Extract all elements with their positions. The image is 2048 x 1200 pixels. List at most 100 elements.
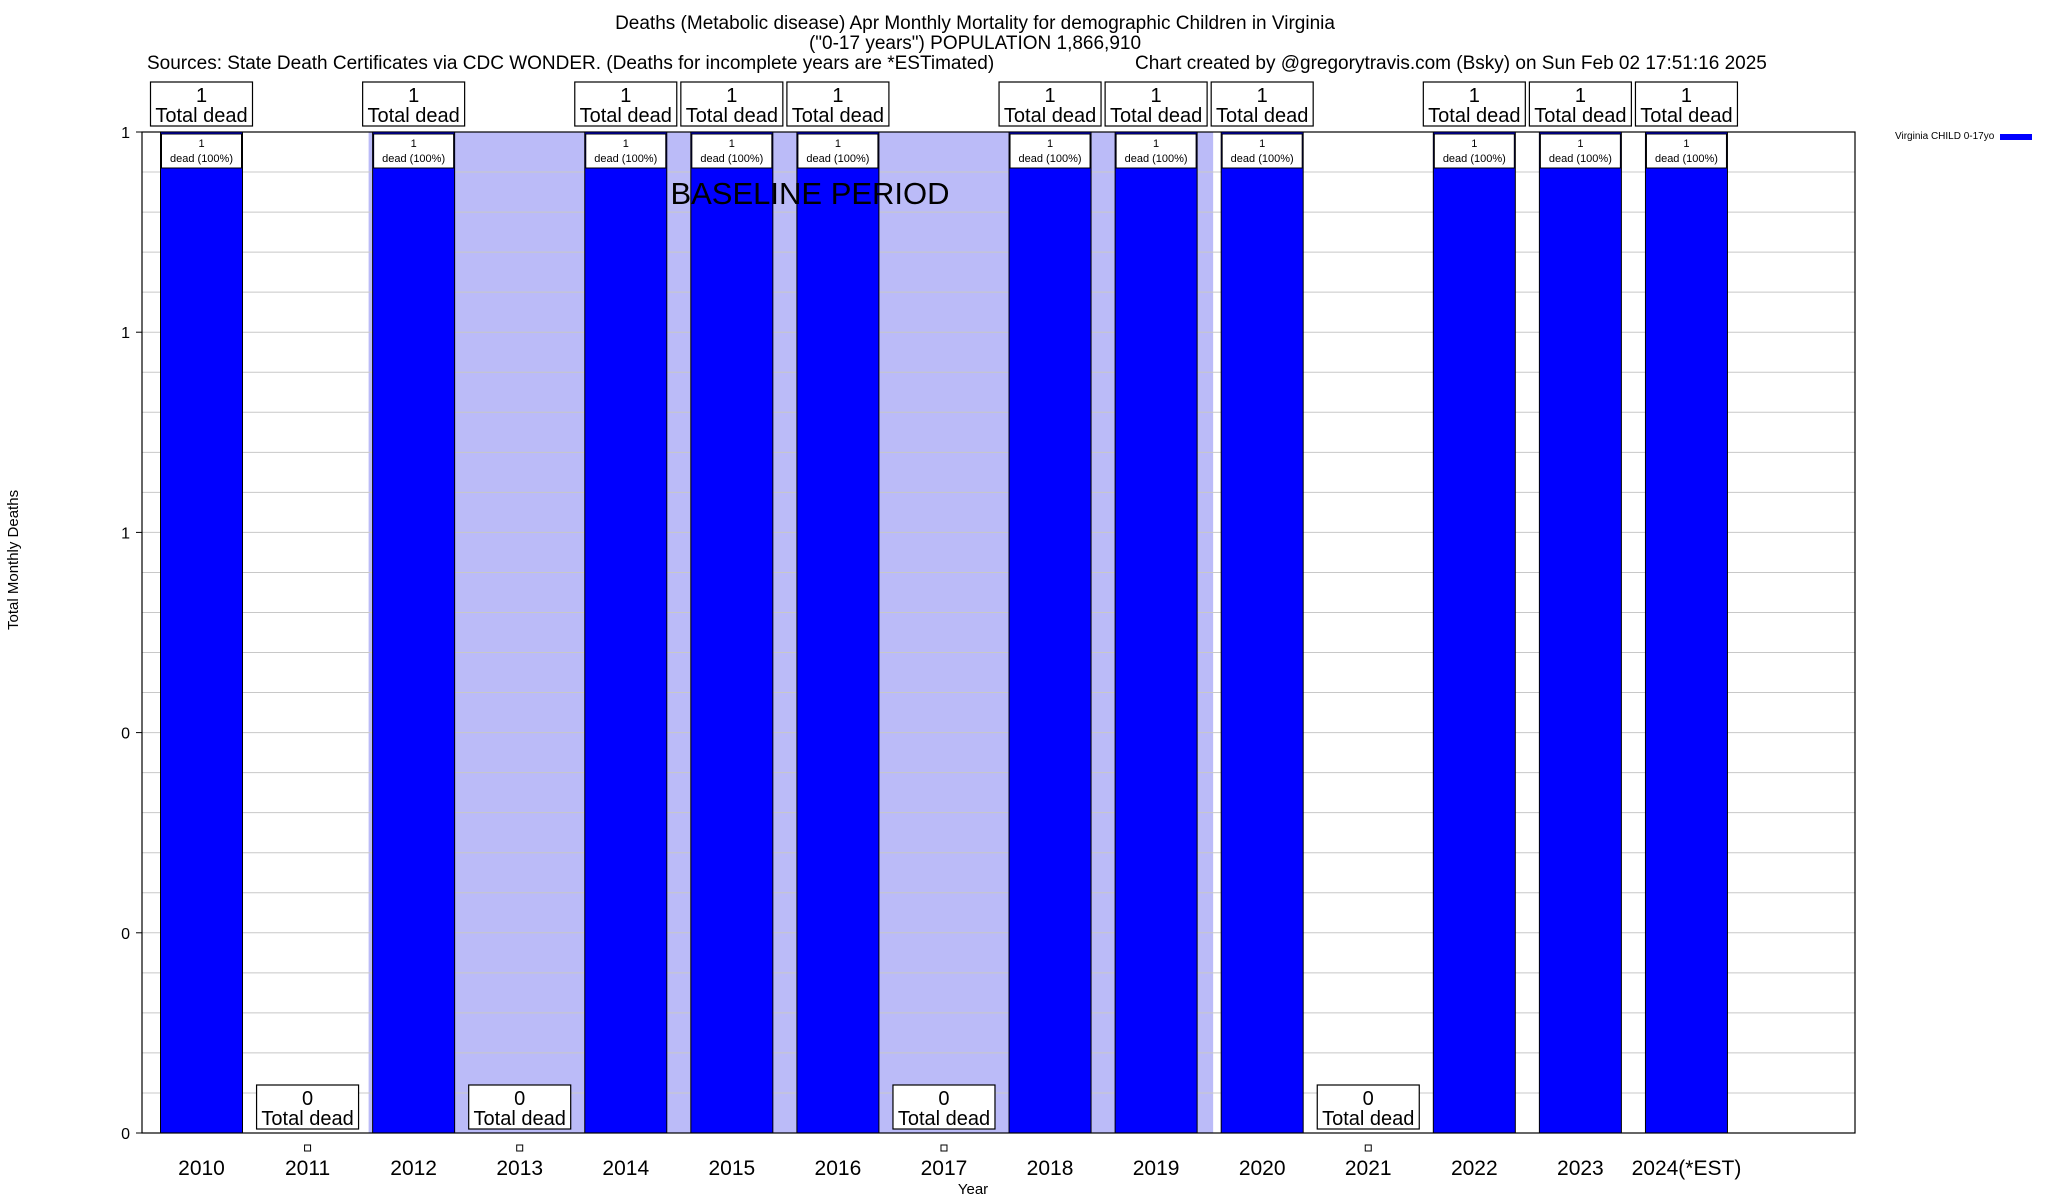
bar-label-box (585, 133, 667, 169)
sources-note: Sources: State Death Certificates via CD… (147, 53, 995, 74)
total-label-value: 1 (726, 85, 737, 107)
zero-marker-2011 (304, 1144, 312, 1152)
x-tick-label: 2022 (1451, 1157, 1498, 1180)
total-label-box (1316, 1084, 1420, 1130)
bar-2022 (1432, 131, 1516, 1134)
total-label-box (574, 81, 678, 127)
total-label-value: 1 (1469, 85, 1480, 107)
x-tick-label: 2019 (1133, 1157, 1180, 1180)
bar-2015 (690, 131, 774, 1134)
total-label-value: 1 (620, 85, 631, 107)
total-label-box (786, 81, 890, 127)
total-label-value: 0 (514, 1088, 525, 1110)
plot-frame (141, 131, 1856, 1134)
bar-2016 (796, 131, 880, 1134)
total-label-caption: Total dead (367, 105, 459, 127)
x-tick-label: 2014 (602, 1157, 649, 1180)
x-axis-label: Year (958, 1181, 988, 1198)
zero-marker-2017 (940, 1144, 948, 1152)
total-label-value: 1 (1257, 85, 1268, 107)
bar-label-box (1221, 133, 1303, 169)
bar-label-count: 1 (1047, 138, 1053, 150)
total-label-box (1104, 81, 1208, 127)
total-label-value: 0 (1363, 1088, 1374, 1110)
y-tick-label: 1 (121, 525, 130, 542)
bar-label-percent: dead (100%) (700, 153, 763, 165)
bar-label-count: 1 (411, 138, 417, 150)
bar-label-box (373, 133, 455, 169)
total-label-caption: Total dead (792, 105, 884, 127)
bar-label-percent: dead (100%) (1549, 153, 1612, 165)
legend-label: Virginia CHILD 0-17yo (1895, 131, 1995, 142)
bar-label-count: 1 (1259, 138, 1265, 150)
bar-label-count: 1 (623, 138, 629, 150)
bar-label-count: 1 (198, 138, 204, 150)
bar-2019 (1114, 131, 1198, 1134)
total-label-caption: Total dead (1216, 105, 1308, 127)
bar-label-percent: dead (100%) (1019, 153, 1082, 165)
bar-label-count: 1 (835, 138, 841, 150)
total-label-box (468, 1084, 572, 1130)
bar-2024(*EST) (1644, 131, 1728, 1134)
bar-label-percent: dead (100%) (1443, 153, 1506, 165)
total-label-value: 1 (408, 85, 419, 107)
bar-label-box (1433, 133, 1515, 169)
total-label-caption: Total dead (686, 105, 778, 127)
total-label-box (149, 81, 254, 127)
bar-label-box (691, 133, 773, 169)
bar-label-box (161, 133, 242, 169)
bar-2014 (584, 131, 668, 1134)
bar-2010 (160, 131, 243, 1134)
zero-marker-2021 (1364, 1144, 1372, 1152)
y-tick-label: 0 (121, 1126, 130, 1143)
total-label-caption: Total dead (1110, 105, 1202, 127)
bar-label-box (1009, 133, 1091, 169)
total-label-box (1528, 81, 1632, 127)
x-tick-label: 2016 (815, 1157, 862, 1180)
credit-note: Chart created by @gregorytravis.com (Bsk… (1135, 53, 1767, 74)
total-label-box (1634, 81, 1739, 127)
bar-label-count: 1 (1683, 138, 1689, 150)
total-label-box (998, 81, 1102, 127)
x-tick-label: 2024(*EST) (1632, 1157, 1742, 1180)
bar-label-count: 1 (1153, 138, 1159, 150)
total-label-caption: Total dead (1322, 1108, 1414, 1130)
baseline-period-label: BASELINE PERIOD (670, 176, 949, 211)
x-tick-label: 2021 (1345, 1157, 1392, 1180)
bar-2023 (1538, 131, 1622, 1134)
x-tick-label: 2017 (921, 1157, 968, 1180)
x-tick-label: 2015 (708, 1157, 755, 1180)
total-label-caption: Total dead (898, 1108, 990, 1130)
bar-label-count: 1 (1471, 138, 1477, 150)
y-tick-label: 0 (121, 726, 130, 743)
bar-label-box (797, 133, 879, 169)
x-tick-label: 2023 (1557, 1157, 1604, 1180)
total-label-value: 1 (1575, 85, 1586, 107)
bar-label-percent: dead (100%) (170, 153, 233, 165)
zero-marker-2013 (516, 1144, 524, 1152)
x-tick-label: 2010 (178, 1157, 225, 1180)
bar-label-box (1645, 133, 1727, 169)
total-label-value: 1 (1681, 85, 1692, 107)
y-tick-label: 1 (121, 325, 130, 342)
total-label-box (1210, 81, 1314, 127)
bar-2020 (1220, 131, 1304, 1134)
total-label-value: 0 (938, 1088, 949, 1110)
bar-label-percent: dead (100%) (594, 153, 657, 165)
total-label-caption: Total dead (1534, 105, 1626, 127)
total-label-caption: Total dead (1640, 105, 1732, 127)
bar-label-percent: dead (100%) (1125, 153, 1188, 165)
bar-label-box (1115, 133, 1197, 169)
chart-subtitle: ("0-17 years") POPULATION 1,866,910 (808, 33, 1142, 54)
total-label-value: 1 (1044, 85, 1055, 107)
y-tick-label: 0 (121, 926, 130, 943)
legend-swatch (2000, 133, 2033, 140)
bar-label-percent: dead (100%) (382, 153, 445, 165)
total-label-value: 1 (832, 85, 843, 107)
bar-label-box (1539, 133, 1621, 169)
total-label-box (255, 1084, 360, 1130)
bar-label-percent: dead (100%) (1655, 153, 1718, 165)
total-label-box (892, 1084, 996, 1130)
x-tick-label: 2020 (1239, 1157, 1286, 1180)
